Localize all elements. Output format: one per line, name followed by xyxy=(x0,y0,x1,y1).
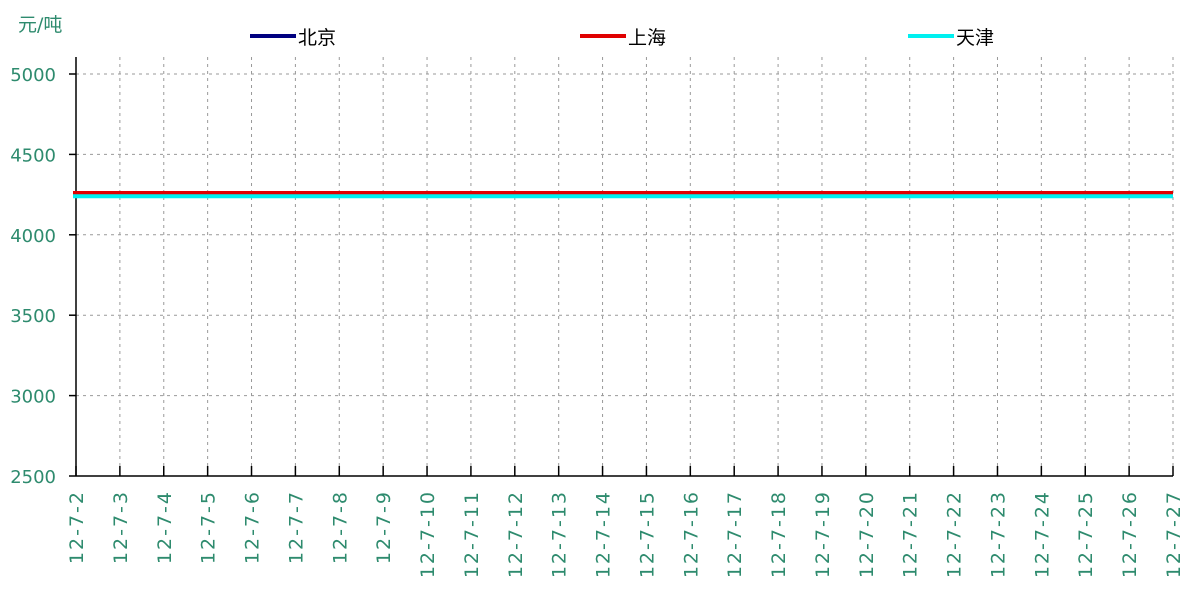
x-tick-label: 12-7-17 xyxy=(724,490,746,578)
x-tick-label: 12-7-15 xyxy=(636,490,658,578)
y-tick-label: 4000 xyxy=(10,226,56,247)
legend-label-shanghai: 上海 xyxy=(628,26,667,49)
y-tick-label: 5000 xyxy=(10,65,56,86)
y-tick-label: 2500 xyxy=(10,467,56,488)
x-tick-label: 12-7-9 xyxy=(373,490,395,564)
y-axis-unit-label: 元/吨 xyxy=(18,14,63,36)
x-tick-label: 12-7-22 xyxy=(944,490,966,578)
legend-label-tianjin: 天津 xyxy=(956,26,995,49)
x-tick-label: 12-7-7 xyxy=(285,490,307,564)
legend-item-tianjin: 天津 xyxy=(908,24,995,49)
x-tick-label: 12-7-16 xyxy=(680,490,702,578)
x-tick-label: 12-7-6 xyxy=(242,490,264,564)
x-tick-label: 12-7-8 xyxy=(329,490,351,564)
x-tick-label: 12-7-19 xyxy=(812,490,834,578)
x-tick-label: 12-7-11 xyxy=(461,490,483,578)
legend-swatch-beijing xyxy=(250,34,296,38)
x-tick-label: 12-7-10 xyxy=(417,490,439,578)
x-tick-label: 12-7-5 xyxy=(198,490,220,564)
x-tick-label: 12-7-25 xyxy=(1075,490,1097,578)
legend-swatch-tianjin xyxy=(908,34,954,38)
y-tick-label: 4500 xyxy=(10,145,56,166)
x-tick-label: 12-7-4 xyxy=(154,490,176,564)
y-tick-label: 3000 xyxy=(10,387,56,408)
y-tick-label: 3500 xyxy=(10,306,56,327)
legend-swatch-shanghai xyxy=(580,34,626,38)
x-tick-label: 12-7-27 xyxy=(1163,490,1184,578)
x-tick-label: 12-7-23 xyxy=(987,490,1009,578)
legend-item-beijing: 北京 xyxy=(250,24,337,49)
x-tick-label: 12-7-14 xyxy=(593,490,615,578)
x-tick-label: 12-7-12 xyxy=(505,490,527,578)
x-tick-label: 12-7-13 xyxy=(549,490,571,578)
legend-label-beijing: 北京 xyxy=(298,26,337,49)
legend-item-shanghai: 上海 xyxy=(580,24,667,49)
x-tick-label: 12-7-21 xyxy=(900,490,922,578)
x-tick-label: 12-7-3 xyxy=(110,490,132,564)
x-tick-label: 12-7-24 xyxy=(1031,490,1053,578)
x-tick-label: 12-7-20 xyxy=(856,490,878,578)
x-tick-label: 12-7-2 xyxy=(66,490,88,564)
x-tick-label: 12-7-26 xyxy=(1119,490,1141,578)
x-tick-label: 12-7-18 xyxy=(768,490,790,578)
